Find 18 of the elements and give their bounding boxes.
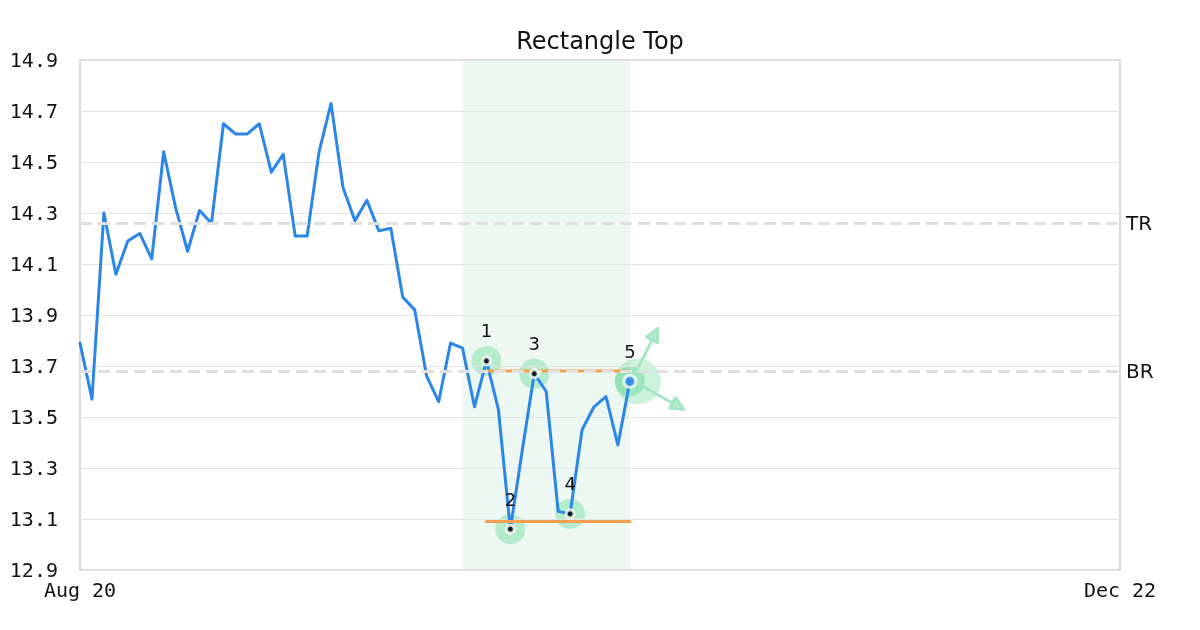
y-tick-label: 13.5	[9, 405, 58, 429]
y-tick-label: 13.9	[9, 303, 58, 327]
annotation: 2	[504, 488, 517, 510]
y-tick-label: 14.3	[9, 201, 58, 225]
y-tick-label: 13.3	[9, 456, 58, 480]
x-tick-label: Dec 22	[1083, 578, 1157, 602]
ref-line-label: BR	[1126, 359, 1154, 384]
y-tick-label: 14.7	[9, 99, 58, 123]
chart-title: Rectangle Top	[516, 27, 684, 55]
y-tick-label: 13.7	[9, 354, 58, 378]
annotation: 3	[528, 333, 540, 355]
annotation: 1	[480, 320, 493, 342]
y-tick-label: 14.5	[9, 150, 58, 174]
ref-line-label: TR	[1125, 211, 1153, 236]
y-tick-label: 14.1	[9, 252, 58, 276]
y-tick-label: 14.9	[9, 48, 58, 72]
y-tick-label: 13.1	[9, 507, 58, 531]
annotation: 5	[624, 340, 636, 362]
